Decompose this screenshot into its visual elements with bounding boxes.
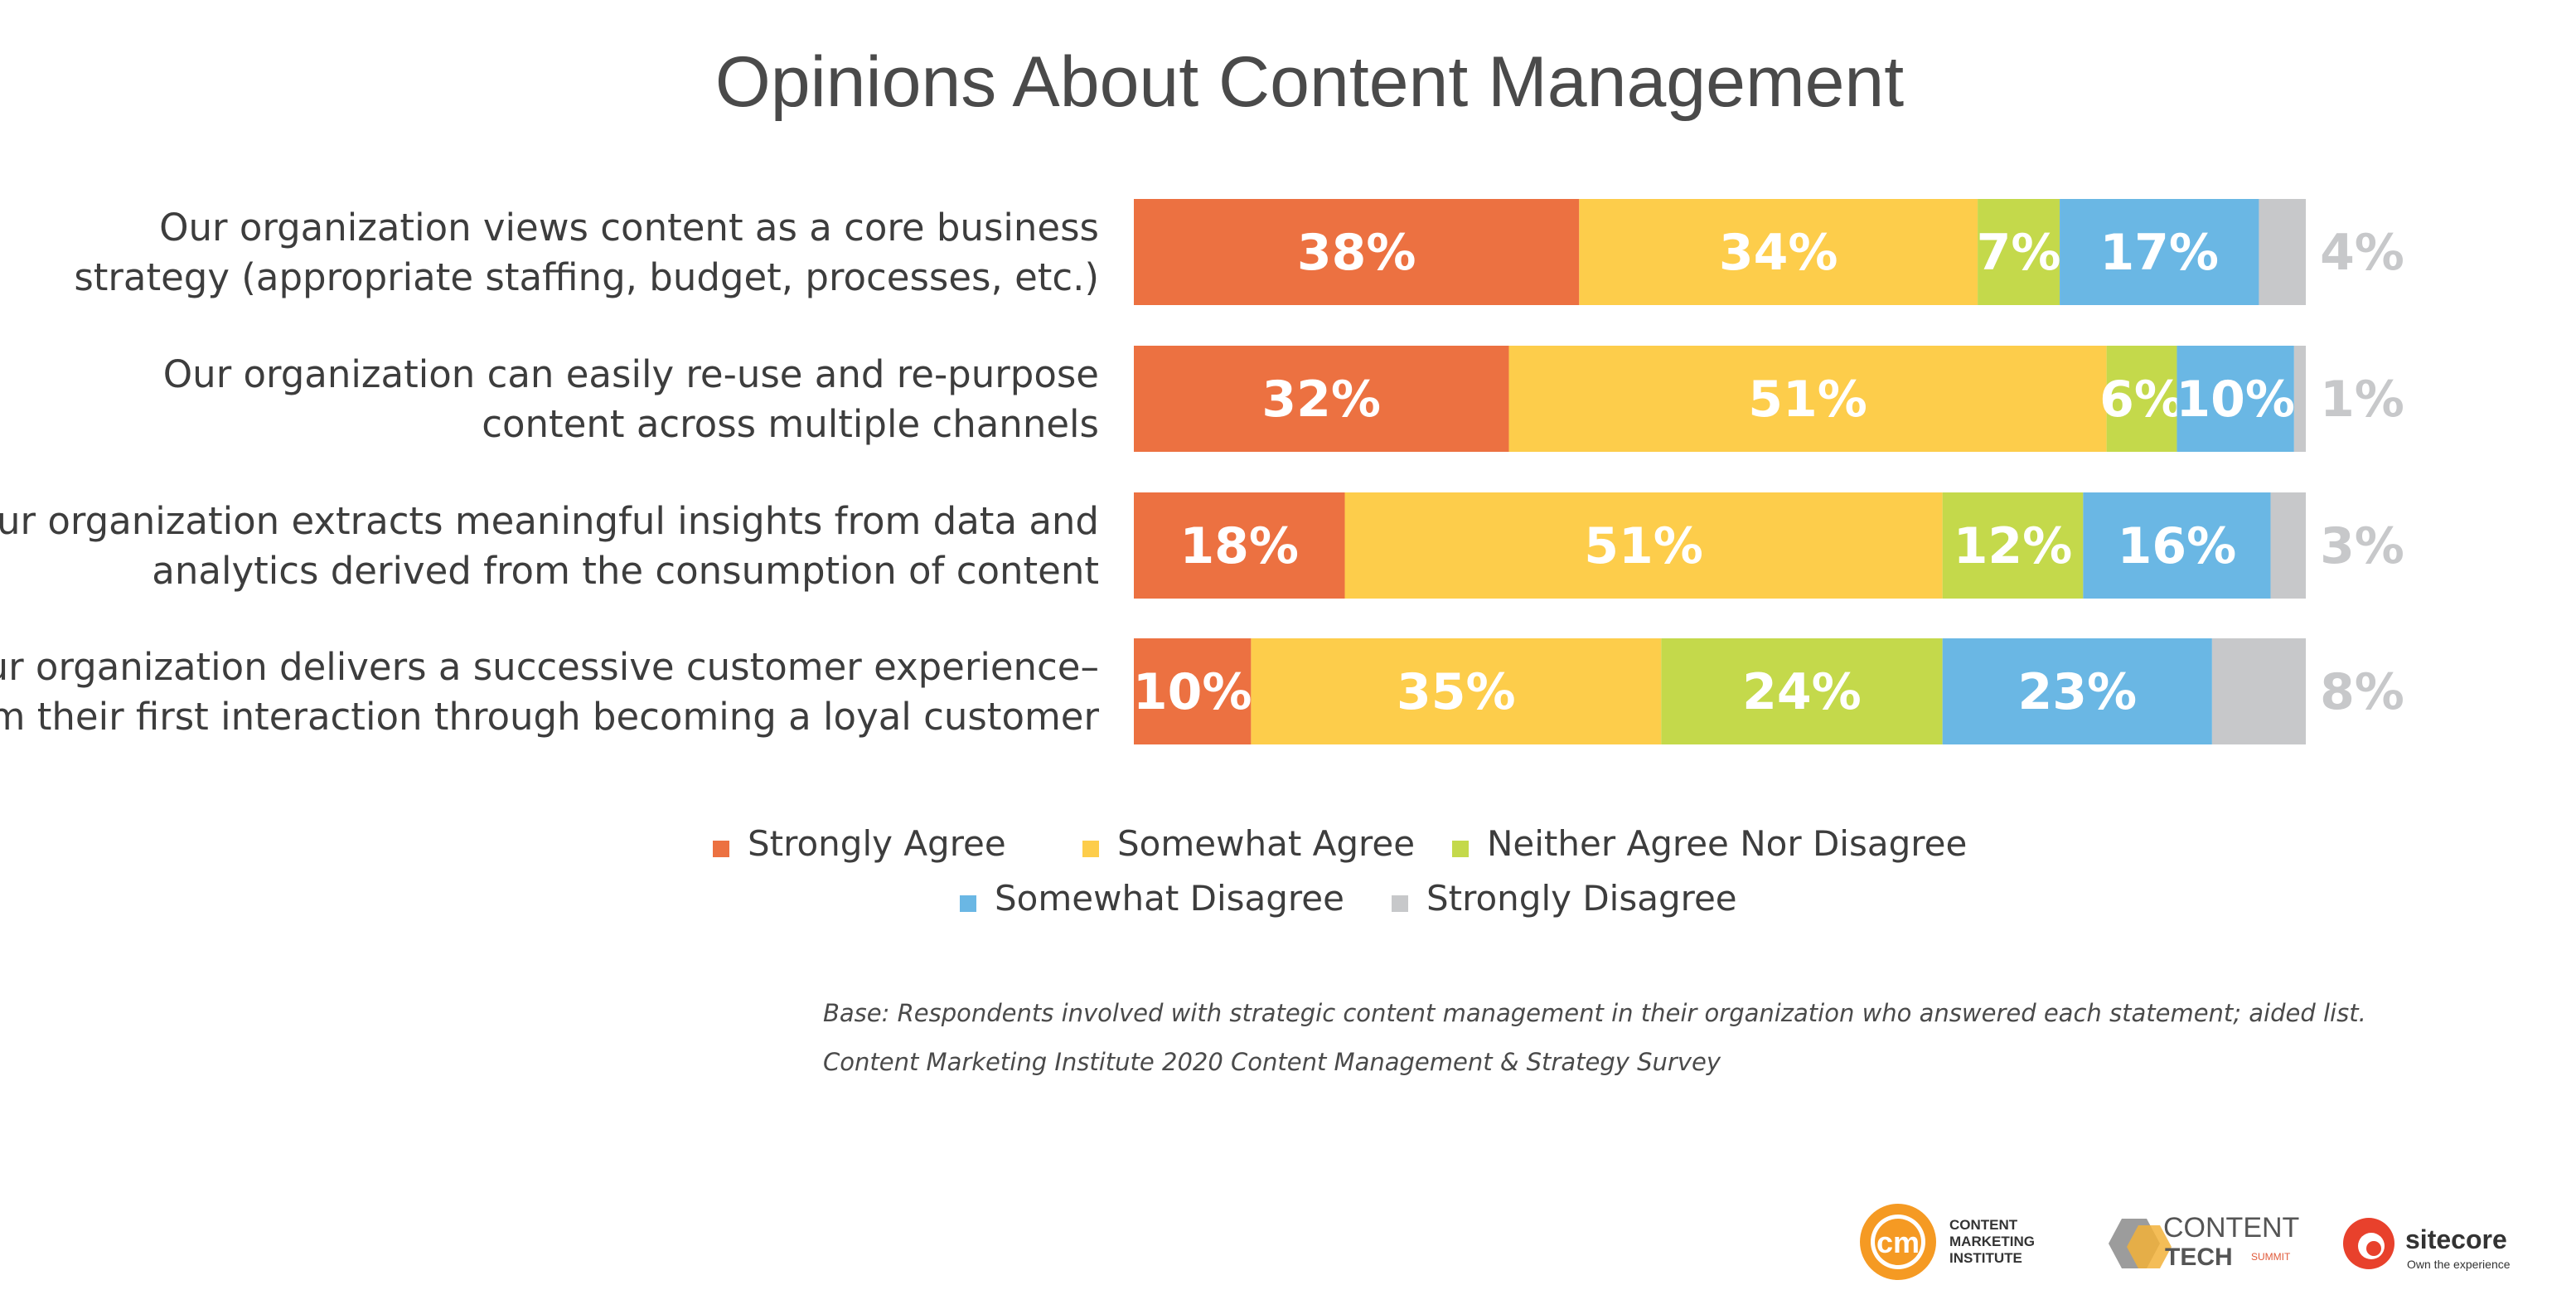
cmi-logo: cm CONTENT MARKETING INSTITUTE xyxy=(1860,1204,2035,1280)
content-tech-sub: SUMMIT xyxy=(2251,1251,2291,1263)
bar-segment xyxy=(1134,492,1345,599)
data-label: 17% xyxy=(2099,224,2219,282)
bar-segment xyxy=(1978,199,2060,305)
content-tech-line-2: TECH xyxy=(2165,1244,2233,1271)
outside-value-label: 8% xyxy=(2320,663,2404,721)
bar-segment xyxy=(1134,199,1580,305)
bar-segment xyxy=(2106,346,2177,452)
bar-segment xyxy=(1661,638,1943,744)
bar-segment xyxy=(2293,346,2306,452)
cmi-logo-line-1: CONTENT xyxy=(1949,1217,2018,1233)
legend-label: Neither Agree Nor Disagree xyxy=(1487,823,1967,864)
content-tech-logo: CONTENT TECH SUMMIT xyxy=(2109,1212,2299,1271)
bar-segment xyxy=(2270,492,2306,599)
bar-segment xyxy=(1134,346,1509,452)
bar-segment xyxy=(2177,346,2294,452)
sitecore-icon-dot xyxy=(2366,1241,2381,1256)
content-tech-hex-icon-accent xyxy=(2127,1225,2172,1268)
legend: Strongly Agree Somewhat Agree Neither Agre… xyxy=(713,823,1967,919)
bar-segment xyxy=(2060,199,2259,305)
legend-label: Somewhat Disagree xyxy=(995,878,1344,919)
category-label: strategy (appropriate staffing, budget, … xyxy=(74,255,1099,299)
category-label: Our organization delivers a successive c… xyxy=(0,645,1099,689)
cmi-logo-line-2: MARKETING xyxy=(1949,1234,2035,1249)
data-label: 12% xyxy=(1954,517,2073,575)
category-label: Our organization extracts meaningful ins… xyxy=(0,499,1099,543)
category-label: from their first interaction through bec… xyxy=(0,695,1099,739)
bar-segment xyxy=(2083,492,2271,599)
legend-label: Strongly Disagree xyxy=(1426,878,1737,919)
legend-label: Strongly Agree xyxy=(748,823,1006,864)
data-label: 32% xyxy=(1261,371,1381,429)
base-note: Base: Respondents involved with strategi… xyxy=(823,999,2366,1027)
outside-value-label: 4% xyxy=(2320,224,2404,282)
bar-segment xyxy=(1251,638,1662,744)
legend-swatch xyxy=(713,841,729,857)
data-label: 38% xyxy=(1297,224,1416,282)
category-label: content across multiple channels xyxy=(482,402,1099,446)
bar-segment xyxy=(1134,638,1252,744)
outside-value-label: 3% xyxy=(2320,517,2404,575)
bar-segment xyxy=(2259,199,2306,305)
chart-title: Opinions About Content Management xyxy=(715,42,1904,122)
legend-swatch xyxy=(1392,895,1408,912)
sitecore-name: sitecore xyxy=(2405,1224,2507,1254)
bar-segment xyxy=(1942,492,2084,599)
content-tech-line-1: CONTENT xyxy=(2163,1212,2299,1244)
data-label: 35% xyxy=(1397,663,1516,721)
data-label: 10% xyxy=(1133,663,1252,721)
data-label: 10% xyxy=(2176,371,2295,429)
source-note: Content Marketing Institute 2020 Content… xyxy=(823,1048,1721,1076)
legend-swatch xyxy=(960,895,976,912)
sitecore-logo: sitecore Own the experience xyxy=(2343,1218,2511,1271)
cmi-logo-line-3: INSTITUTE xyxy=(1949,1250,2022,1266)
data-label: 34% xyxy=(1719,224,1838,282)
bar-segment xyxy=(1344,492,1943,599)
outside-value-label: 1% xyxy=(2320,371,2404,429)
category-label: Our organization can easily re-use and r… xyxy=(163,352,1099,396)
data-label: 7% xyxy=(1977,224,2061,282)
data-label: 51% xyxy=(1584,517,1703,575)
category-label: Our organization views content as a core… xyxy=(159,206,1099,250)
legend-swatch xyxy=(1452,841,1469,857)
data-label: 23% xyxy=(2017,663,2137,721)
bar-segment xyxy=(1508,346,2107,452)
data-label: 24% xyxy=(1742,663,1862,721)
data-label: 51% xyxy=(1748,371,1867,429)
bar-segment xyxy=(2211,638,2306,744)
data-label: 16% xyxy=(2118,517,2237,575)
legend-label: Somewhat Agree xyxy=(1117,823,1415,864)
bars-group: Our organization views content as a core… xyxy=(0,199,2404,744)
data-label: 6% xyxy=(2099,371,2184,429)
sitecore-tagline: Own the experience xyxy=(2407,1258,2511,1271)
cmi-logo-mark: cm xyxy=(1876,1225,1920,1259)
bar-segment xyxy=(1579,199,1978,305)
data-label: 18% xyxy=(1179,517,1299,575)
footnotes: Base: Respondents involved with strategi… xyxy=(823,999,2366,1076)
bar-segment xyxy=(1942,638,2212,744)
legend-swatch xyxy=(1082,841,1099,857)
cmi-logo-core xyxy=(1875,1219,1921,1265)
category-label: analytics derived from the consumption o… xyxy=(152,549,1099,593)
